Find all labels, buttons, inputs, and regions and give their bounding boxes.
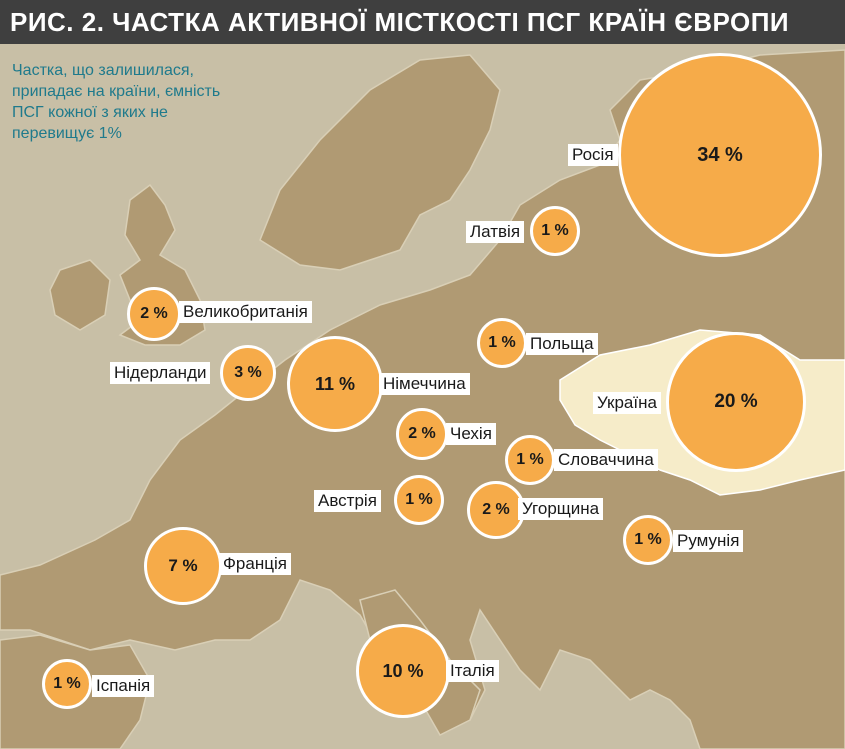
value-italy: 10 % bbox=[382, 660, 424, 681]
bubble-spain: 1 % bbox=[42, 659, 92, 709]
bubble-netherlands: 3 % bbox=[220, 345, 276, 401]
value-russia: 34 % bbox=[697, 143, 743, 166]
label-uk: Великобританія bbox=[179, 301, 312, 323]
ireland bbox=[49, 259, 111, 331]
label-italy: Італія bbox=[446, 660, 499, 682]
value-france: 7 % bbox=[168, 556, 198, 575]
label-romania: Румунія bbox=[673, 530, 744, 552]
figure-title: РИС. 2. ЧАСТКА АКТИВНОЇ МІСТКОСТІ ПСГ КР… bbox=[10, 7, 790, 37]
bubble-uk: 2 % bbox=[127, 287, 181, 341]
value-hungary: 2 % bbox=[482, 501, 510, 518]
bubble-france: 7 % bbox=[144, 527, 222, 605]
bubble-latvia: 1 % bbox=[530, 206, 580, 256]
label-ukraine: Україна bbox=[593, 392, 661, 414]
bubble-ukraine: 20 % bbox=[666, 332, 806, 472]
bubble-austria: 1 % bbox=[394, 475, 444, 525]
bubble-slovakia: 1 % bbox=[505, 435, 555, 485]
scandinavia bbox=[259, 54, 501, 271]
bubble-poland: 1 % bbox=[477, 318, 527, 368]
bubble-germany: 11 % bbox=[287, 336, 383, 432]
label-russia: Росія bbox=[568, 144, 618, 166]
label-netherlands: Нідерланди bbox=[110, 362, 211, 384]
value-romania: 1 % bbox=[634, 531, 662, 548]
value-spain: 1 % bbox=[53, 675, 81, 692]
bubble-romania: 1 % bbox=[623, 515, 673, 565]
label-germany: Німеччина bbox=[379, 373, 470, 395]
bubble-czech: 2 % bbox=[396, 408, 448, 460]
footnote: Частка, що залишилася, припадає на країн… bbox=[12, 62, 221, 142]
title-bar: РИС. 2. ЧАСТКА АКТИВНОЇ МІСТКОСТІ ПСГ КР… bbox=[0, 0, 845, 44]
bubble-italy: 10 % bbox=[356, 624, 450, 718]
value-uk: 2 % bbox=[140, 305, 168, 322]
bubble-russia: 34 % bbox=[618, 53, 822, 257]
value-germany: 11 % bbox=[314, 373, 356, 394]
label-poland: Польща bbox=[526, 333, 598, 355]
value-latvia: 1 % bbox=[541, 222, 569, 239]
bubble-hungary: 2 % bbox=[467, 481, 525, 539]
label-latvia: Латвія bbox=[466, 221, 525, 243]
value-slovakia: 1 % bbox=[516, 451, 544, 468]
value-austria: 1 % bbox=[405, 491, 433, 508]
label-austria: Австрія bbox=[314, 490, 381, 512]
value-poland: 1 % bbox=[488, 334, 516, 351]
value-netherlands: 3 % bbox=[234, 364, 262, 381]
label-czech: Чехія bbox=[446, 423, 496, 445]
value-ukraine: 20 % bbox=[714, 391, 758, 412]
label-slovakia: Словаччина bbox=[554, 449, 658, 471]
label-hungary: Угорщина bbox=[518, 498, 604, 520]
value-czech: 2 % bbox=[408, 425, 436, 442]
label-spain: Іспанія bbox=[92, 675, 155, 697]
label-france: Франція bbox=[219, 553, 291, 575]
